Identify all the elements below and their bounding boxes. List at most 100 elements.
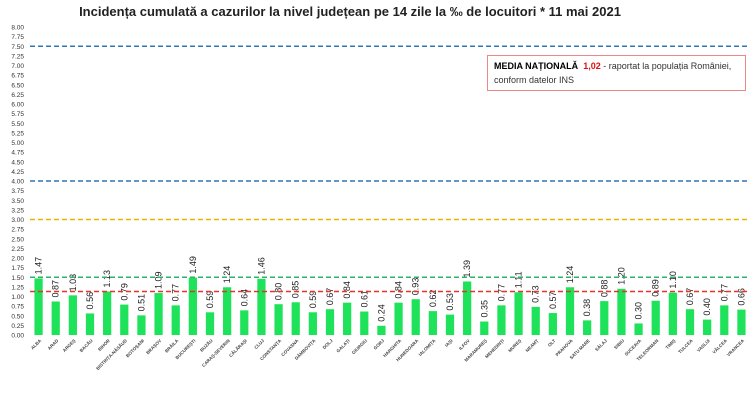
data-label: 0.24 (376, 304, 386, 322)
bar (291, 302, 300, 335)
y-tick-label: 7.00 (11, 63, 24, 70)
bar (308, 312, 317, 335)
x-tick-label: ARGEȘ (62, 338, 78, 354)
bar (394, 302, 403, 335)
y-tick-label: 1.25 (11, 284, 24, 291)
x-tick-label: CĂLĂRAȘI (227, 337, 248, 358)
y-tick-label: 5.25 (11, 130, 24, 137)
x-tick-label: BISTRIȚA-NĂSĂUD (94, 337, 128, 371)
bar (463, 281, 472, 335)
y-tick-label: 7.25 (11, 53, 24, 60)
chart-title: Incidența cumulată a cazurilor la nivel … (79, 4, 621, 19)
y-tick-label: 1.50 (11, 275, 24, 282)
national-average-box: MEDIA NAȚIONALĂ 1,02 - raportat la popul… (487, 55, 746, 91)
bar (188, 277, 197, 335)
y-tick-label: 7.50 (11, 44, 24, 51)
x-tick-label: IALOMIȚA (418, 338, 437, 357)
data-label: 0.40 (702, 298, 712, 316)
bar (120, 304, 129, 335)
y-tick-label: 4.00 (11, 179, 24, 186)
data-label: 0.61 (359, 290, 369, 308)
data-label: 0.84 (394, 281, 404, 299)
bar (257, 278, 266, 335)
y-tick-label: 1.00 (11, 294, 24, 301)
y-tick-label: 3.75 (11, 188, 24, 195)
y-tick-label: 2.75 (11, 227, 24, 234)
x-tick-label: IAȘI (444, 338, 454, 348)
bar (205, 312, 215, 335)
data-label: 0.56 (85, 292, 95, 310)
x-tick-label: SIBIU (613, 338, 625, 350)
data-label: 0.62 (428, 290, 438, 308)
x-tick-label: BRĂILA (163, 337, 180, 354)
bar (171, 305, 180, 335)
data-label: 1.20 (616, 267, 626, 285)
x-tick-label: BRAȘOV (145, 338, 163, 356)
y-tick-label: 3.00 (11, 217, 24, 224)
data-label: 0.67 (325, 288, 335, 306)
y-tick-label: 2.00 (11, 256, 24, 263)
bar (137, 315, 146, 335)
x-tick-label: BIHOR (97, 338, 111, 352)
y-tick-label: 2.25 (11, 246, 24, 253)
data-label: 0.59 (308, 291, 318, 309)
x-tick-label: GALAȚI (335, 338, 350, 353)
bar (154, 293, 163, 335)
bar (668, 292, 677, 335)
bar (720, 305, 729, 335)
bar (497, 305, 506, 335)
data-label: 0.53 (445, 293, 455, 311)
bar (428, 311, 437, 335)
bar (274, 304, 283, 335)
x-tick-label: TIMIȘ (665, 338, 678, 351)
x-tick-label: NEAMȚ (525, 338, 540, 353)
x-tick-label: SĂLAJ (593, 337, 608, 352)
data-label: 0.88 (599, 280, 609, 298)
data-label: 1.24 (565, 266, 575, 284)
bar (617, 288, 626, 335)
x-tick-label: TULCEA (677, 338, 694, 355)
data-label: 1.46 (256, 257, 266, 275)
bar (685, 309, 695, 335)
y-tick-label: 0.50 (11, 313, 24, 320)
bar (737, 309, 746, 335)
y-tick-label: 6.00 (11, 102, 24, 109)
data-label: 0.30 (634, 302, 644, 320)
x-tick-label: BOTOȘANI (125, 338, 146, 359)
bar (703, 319, 712, 335)
y-tick-label: 4.75 (11, 150, 24, 157)
bar (68, 295, 77, 335)
y-tick-label: 0.25 (11, 323, 24, 330)
data-label: 1.39 (462, 260, 472, 278)
bar (583, 320, 592, 335)
y-tick-label: 3.50 (11, 198, 24, 205)
bar (85, 313, 95, 335)
bar (445, 314, 455, 335)
data-label: 1.09 (154, 272, 164, 290)
bar (411, 299, 420, 335)
x-tick-label: BACĂU (78, 337, 94, 353)
y-tick-label: 5.50 (11, 121, 24, 128)
y-tick-label: 3.25 (11, 207, 24, 214)
x-tick-label: DOLJ (322, 338, 334, 350)
x-tick-label: VÂLCEA (711, 337, 729, 355)
bar (360, 311, 369, 335)
bar (565, 287, 575, 335)
x-tick-label: VASLUI (696, 338, 711, 353)
bar (634, 323, 643, 335)
bar (51, 301, 60, 335)
data-label: 0.93 (411, 278, 421, 296)
bar (377, 325, 386, 335)
y-tick-label: 7.75 (11, 34, 24, 41)
x-tick-label: BUZĂU (198, 337, 213, 352)
y-tick-label: 1.75 (11, 265, 24, 272)
data-label: 0.51 (136, 294, 146, 312)
bar (531, 306, 540, 335)
x-tick-label: GIURGIU (351, 338, 368, 355)
bar (343, 302, 352, 335)
data-label: 1.03 (68, 274, 78, 292)
data-label: 1.24 (222, 266, 232, 284)
y-tick-label: 6.25 (11, 92, 24, 99)
y-tick-label: 6.75 (11, 73, 24, 80)
